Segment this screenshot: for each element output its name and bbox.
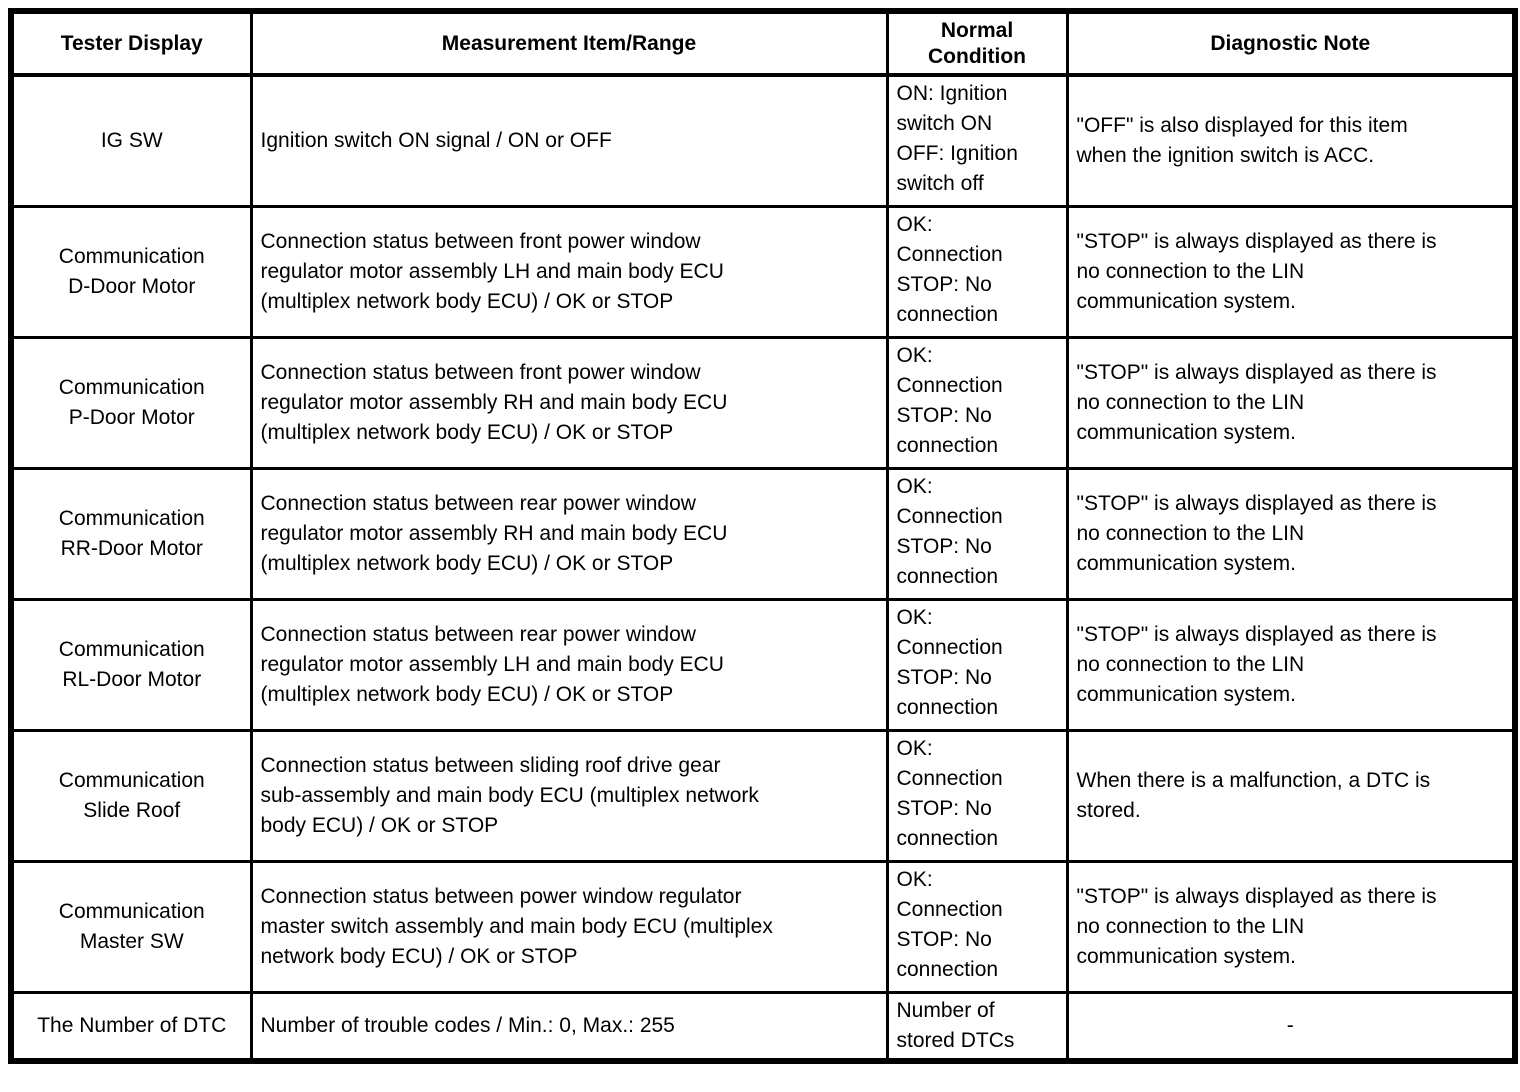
table-row-communication-rr-door-motor: Communication RR-Door Motor Connection s… xyxy=(9,466,1517,601)
cell-normal-condition: OK: Connection STOP: No connection xyxy=(885,859,1069,994)
cell-tester-display: Communication D-Door Motor xyxy=(9,204,253,339)
table-row-ig-sw: IG SW Ignition switch ON signal / ON or … xyxy=(9,73,1517,208)
cell-measurement: Connection status between power window r… xyxy=(249,859,889,994)
cell-tester-display: IG SW xyxy=(9,73,253,208)
cell-diagnostic-note: When there is a malfunction, a DTC is st… xyxy=(1065,728,1517,863)
cell-tester-display: The Number of DTC xyxy=(9,990,253,1062)
cell-measurement: Ignition switch ON signal / ON or OFF xyxy=(249,73,889,208)
cell-normal-condition: Number of stored DTCs xyxy=(885,990,1069,1062)
table-row-number-of-dtc: The Number of DTC Number of trouble code… xyxy=(9,990,1517,1062)
cell-diagnostic-note: "STOP" is always displayed as there is n… xyxy=(1065,466,1517,601)
cell-normal-condition: OK: Connection STOP: No connection xyxy=(885,728,1069,863)
cell-diagnostic-note: "STOP" is always displayed as there is n… xyxy=(1065,335,1517,470)
cell-diagnostic-note: "OFF" is also displayed for this item wh… xyxy=(1065,73,1517,208)
header-row: Tester Display Measurement Item/Range No… xyxy=(9,9,1517,77)
cell-diagnostic-note: "STOP" is always displayed as there is n… xyxy=(1065,859,1517,994)
cell-measurement: Connection status between rear power win… xyxy=(249,597,889,732)
table-row-communication-p-door-motor: Communication P-Door Motor Connection st… xyxy=(9,335,1517,470)
column-header-normal-condition: Normal Condition xyxy=(885,9,1069,77)
cell-normal-condition: OK: Connection STOP: No connection xyxy=(885,204,1069,339)
column-header-measurement-item-range: Measurement Item/Range xyxy=(249,9,889,77)
cell-normal-condition: ON: Ignition switch ON OFF: Ignition swi… xyxy=(885,73,1069,208)
cell-tester-display: Communication Master SW xyxy=(9,859,253,994)
column-header-diagnostic-note: Diagnostic Note xyxy=(1065,9,1517,77)
table-row-communication-master-sw: Communication Master SW Connection statu… xyxy=(9,859,1517,994)
cell-diagnostic-note: - xyxy=(1065,990,1517,1062)
column-header-tester-display: Tester Display xyxy=(9,9,253,77)
cell-tester-display: Communication RR-Door Motor xyxy=(9,466,253,601)
table-row-communication-rl-door-motor: Communication RL-Door Motor Connection s… xyxy=(9,597,1517,732)
cell-measurement: Connection status between front power wi… xyxy=(249,204,889,339)
cell-normal-condition: OK: Connection STOP: No connection xyxy=(885,466,1069,601)
table-row-communication-slide-roof: Communication Slide Roof Connection stat… xyxy=(9,728,1517,863)
table-row-communication-d-door-motor: Communication D-Door Motor Connection st… xyxy=(9,204,1517,339)
cell-measurement: Connection status between front power wi… xyxy=(249,335,889,470)
cell-diagnostic-note: "STOP" is always displayed as there is n… xyxy=(1065,597,1517,732)
cell-tester-display: Communication P-Door Motor xyxy=(9,335,253,470)
cell-diagnostic-note: "STOP" is always displayed as there is n… xyxy=(1065,204,1517,339)
cell-measurement: Connection status between rear power win… xyxy=(249,466,889,601)
cell-tester-display: Communication Slide Roof xyxy=(9,728,253,863)
cell-measurement: Connection status between sliding roof d… xyxy=(249,728,889,863)
cell-measurement: Number of trouble codes / Min.: 0, Max.:… xyxy=(249,990,889,1062)
cell-normal-condition: OK: Connection STOP: No connection xyxy=(885,597,1069,732)
cell-normal-condition: OK: Connection STOP: No connection xyxy=(885,335,1069,470)
cell-tester-display: Communication RL-Door Motor xyxy=(9,597,253,732)
diagnostic-data-table: Tester Display Measurement Item/Range No… xyxy=(8,8,1518,1064)
